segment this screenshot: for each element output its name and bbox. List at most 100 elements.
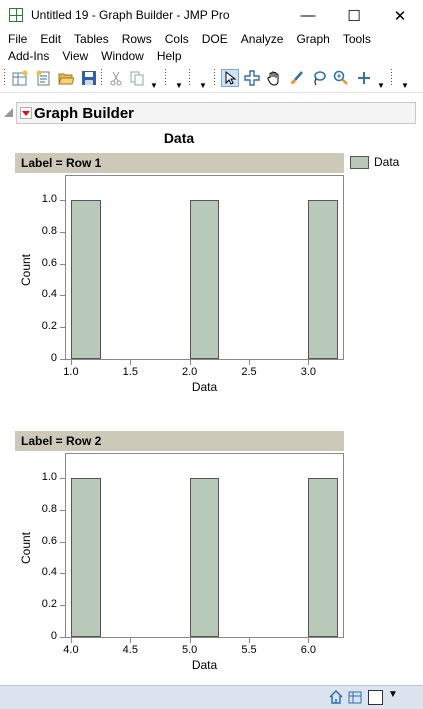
arrow-select-icon[interactable] xyxy=(221,69,239,87)
toolbar-separator xyxy=(189,69,192,87)
minimize-button[interactable]: — xyxy=(300,7,316,24)
open-icon[interactable] xyxy=(57,69,75,87)
toolbar-grip[interactable] xyxy=(4,69,7,87)
y-tick-label: 0.8 xyxy=(41,224,57,237)
y-tick-mark xyxy=(60,231,65,233)
y-tick-label: 1.0 xyxy=(41,192,57,205)
y-tick-label: 0.4 xyxy=(41,566,57,579)
magnifier-icon[interactable] xyxy=(332,69,350,87)
chevron-down-icon[interactable]: ▼ xyxy=(175,81,183,90)
histogram-bar[interactable] xyxy=(189,477,220,637)
menu-analyze[interactable]: Analyze xyxy=(240,32,284,46)
x-tick-label: 4.0 xyxy=(63,644,79,656)
chevron-down-icon[interactable]: ▼ xyxy=(388,689,398,700)
y-tick-label: 1.0 xyxy=(41,470,57,483)
y-tick-mark xyxy=(60,359,65,360)
y-axis-title[interactable]: Count xyxy=(19,531,33,564)
panel-label-row-2[interactable]: Label = Row 2 xyxy=(15,431,344,451)
x-axis-title[interactable]: Data xyxy=(191,658,218,672)
x-tick-label: 5.0 xyxy=(182,644,198,656)
menu-tables[interactable]: Tables xyxy=(74,32,109,46)
menu-tools[interactable]: Tools xyxy=(342,32,371,46)
legend[interactable]: Data xyxy=(350,155,399,169)
x-tick-mark xyxy=(70,638,72,643)
toolbar-separator xyxy=(101,69,104,87)
brush-icon[interactable] xyxy=(288,69,306,87)
crosshair-icon[interactable] xyxy=(243,69,261,87)
title-bar: Untitled 19 - Graph Builder - JMP Pro — … xyxy=(0,0,423,31)
y-tick-label: 0.4 xyxy=(41,288,57,301)
x-tick-mark xyxy=(189,360,191,365)
menu-cols[interactable]: Cols xyxy=(164,32,189,46)
toolbar-separator xyxy=(391,69,394,87)
red-triangle-menu-button[interactable] xyxy=(20,107,32,119)
close-button[interactable]: ✕ xyxy=(393,7,407,25)
grabber-hand-icon[interactable] xyxy=(265,69,283,87)
histogram-bar[interactable] xyxy=(308,477,339,637)
new-data-table-icon[interactable] xyxy=(11,69,29,87)
copy-icon[interactable] xyxy=(128,69,146,87)
graph-builder-outline-header: Graph Builder xyxy=(16,102,416,124)
disclosure-triangle-icon[interactable] xyxy=(4,108,13,117)
chevron-down-icon[interactable]: ▼ xyxy=(377,81,385,90)
graph-title: Data xyxy=(163,130,195,146)
chevron-down-icon[interactable]: ▼ xyxy=(150,81,158,90)
menu-row-2: Add-Ins View Window Help xyxy=(0,48,182,65)
menu-bar: File Edit Tables Rows Cols DOE Analyze G… xyxy=(0,31,423,65)
histogram-bar[interactable] xyxy=(70,477,101,637)
y-tick-mark xyxy=(60,637,65,638)
maximize-button[interactable]: ☐ xyxy=(347,7,361,25)
x-tick-mark xyxy=(249,638,251,643)
menu-window[interactable]: Window xyxy=(101,49,144,63)
y-tick-label: 0 xyxy=(50,352,57,364)
legend-label: Data xyxy=(374,155,400,169)
cut-icon[interactable] xyxy=(107,69,125,87)
plus-icon[interactable] xyxy=(355,69,373,87)
x-axis-title[interactable]: Data xyxy=(191,380,218,394)
status-bar: ▼ xyxy=(0,685,423,709)
new-script-icon[interactable] xyxy=(34,69,52,87)
plot-panel-row-1[interactable]: 0 0.2 0.4 0.6 0.8 1.0 1.0 1.5 2.0 2.5 3.0 Data Count xyxy=(15,175,350,410)
menu-rows[interactable]: Rows xyxy=(121,32,152,46)
y-tick-mark xyxy=(60,573,65,575)
x-tick-mark xyxy=(70,360,72,365)
y-tick-mark xyxy=(60,605,65,607)
x-tick-label: 4.5 xyxy=(122,644,138,656)
y-tick-mark xyxy=(60,509,65,511)
histogram-bar[interactable] xyxy=(308,199,339,359)
y-tick-mark xyxy=(60,263,65,265)
chevron-down-icon[interactable]: ▼ xyxy=(401,81,409,90)
menu-graph[interactable]: Graph xyxy=(296,32,330,46)
window-title: Untitled 19 - Graph Builder - JMP Pro xyxy=(31,8,230,22)
toolbar-separator xyxy=(214,69,217,87)
menu-edit[interactable]: Edit xyxy=(40,32,62,46)
y-axis-title[interactable]: Count xyxy=(19,253,33,286)
legend-swatch xyxy=(350,155,369,169)
chevron-down-icon[interactable]: ▼ xyxy=(199,81,207,90)
menu-file[interactable]: File xyxy=(8,32,28,46)
y-tick-label: 0.6 xyxy=(41,534,57,547)
x-tick-label: 1.5 xyxy=(122,366,138,378)
plot-panel-row-2[interactable]: 0 0.2 0.4 0.6 0.8 1.0 4.0 4.5 5.0 5.5 6.0 Data Count xyxy=(15,453,350,688)
x-tick-label: 6.0 xyxy=(300,644,317,656)
y-tick-mark xyxy=(60,327,65,329)
histogram-bar[interactable] xyxy=(189,199,220,359)
x-tick-mark xyxy=(130,360,132,365)
lasso-icon[interactable] xyxy=(310,69,328,87)
histogram-bar[interactable] xyxy=(70,199,101,359)
panel-label-row-1[interactable]: Label = Row 1 xyxy=(15,153,344,173)
window-layout-icon[interactable] xyxy=(347,689,363,708)
menu-add-ins[interactable]: Add-Ins xyxy=(8,49,50,63)
home-icon[interactable] xyxy=(328,689,344,708)
save-icon[interactable] xyxy=(80,69,98,87)
menu-doe[interactable]: DOE xyxy=(201,32,228,46)
window-list-icon[interactable] xyxy=(368,690,383,705)
y-tick-mark xyxy=(60,541,65,543)
toolbar: ▼ ▼ ▼ ▼ ▼ xyxy=(0,65,423,93)
x-tick-mark xyxy=(189,638,191,643)
jmp-app-icon xyxy=(9,8,23,22)
menu-help[interactable]: Help xyxy=(156,49,182,63)
x-tick-label: 1.0 xyxy=(63,366,79,378)
menu-view[interactable]: View xyxy=(62,49,89,63)
y-tick-mark xyxy=(60,295,65,297)
